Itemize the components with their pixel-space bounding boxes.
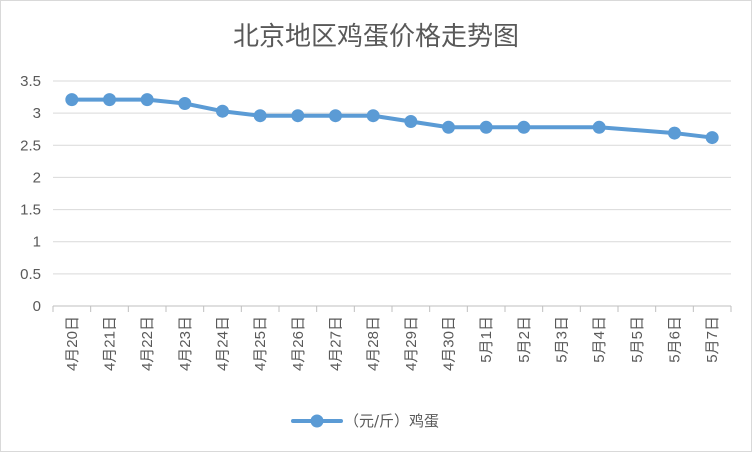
y-tick-label: 3.5 [20, 73, 41, 90]
y-tick-label: 0 [33, 298, 41, 315]
data-point [479, 120, 493, 134]
data-point [366, 109, 380, 123]
gridlines [53, 80, 731, 275]
data-point [517, 120, 531, 134]
x-tick-label: 5月1日 [478, 316, 495, 363]
x-tick-label: 5月6日 [667, 316, 684, 363]
data-point [291, 109, 305, 123]
data-point [216, 104, 229, 118]
data-point [329, 109, 342, 123]
data-point [404, 115, 418, 128]
x-tick-label: 4月29日 [403, 316, 420, 371]
y-tick-label: 0.5 [20, 266, 41, 283]
data-point [668, 126, 681, 140]
x-tick-label: 5月7日 [704, 316, 721, 363]
data-point [592, 120, 606, 134]
y-tick-label: 1.5 [20, 202, 41, 219]
x-tick-label: 4月30日 [441, 316, 458, 371]
x-tick-label: 4月28日 [365, 316, 382, 371]
x-tick-label: 4月23日 [177, 316, 194, 371]
data-point [65, 93, 79, 107]
x-tick-label: 5月3日 [554, 316, 571, 363]
data-point [178, 97, 192, 110]
series [65, 93, 719, 145]
x-tick-label: 4月27日 [328, 316, 345, 371]
x-tick-label: 4月24日 [215, 316, 232, 371]
x-tick-label: 4月20日 [64, 316, 81, 371]
x-tick-label: 4月25日 [252, 316, 269, 371]
x-tick-label: 4月22日 [139, 316, 156, 371]
y-tick-label: 2 [33, 169, 41, 186]
x-tick-label: 5月4日 [591, 316, 608, 363]
x-tick-label: 5月5日 [629, 316, 646, 363]
axes [52, 305, 732, 312]
legend-label: （元/斤）鸡蛋 [344, 412, 439, 430]
data-point [253, 109, 267, 123]
x-tick-label: 5月2日 [516, 316, 533, 363]
series-line [69, 97, 715, 140]
x-axis-ticks: 4月20日 4月21日 4月22日 4月23日 4月24日 4月25日 4月26日 4月27日… [64, 316, 721, 371]
data-point [705, 131, 719, 145]
y-tick-label: 3 [33, 105, 41, 122]
x-tick-label: 4月21日 [102, 316, 119, 371]
y-axis-ticks: 0 0.5 1 1.5 2 2.5 3 3.5 [20, 73, 41, 315]
legend-marker-icon [310, 414, 324, 428]
y-tick-label: 1 [33, 234, 41, 251]
chart-title: 北京地区鸡蛋价格走势图 [233, 22, 519, 52]
data-point [442, 120, 455, 134]
legend: （元/斤）鸡蛋 [291, 412, 439, 430]
data-point [140, 93, 154, 107]
x-tick-label: 4月26日 [290, 316, 307, 371]
data-point [103, 93, 116, 107]
y-tick-label: 2.5 [20, 137, 41, 154]
